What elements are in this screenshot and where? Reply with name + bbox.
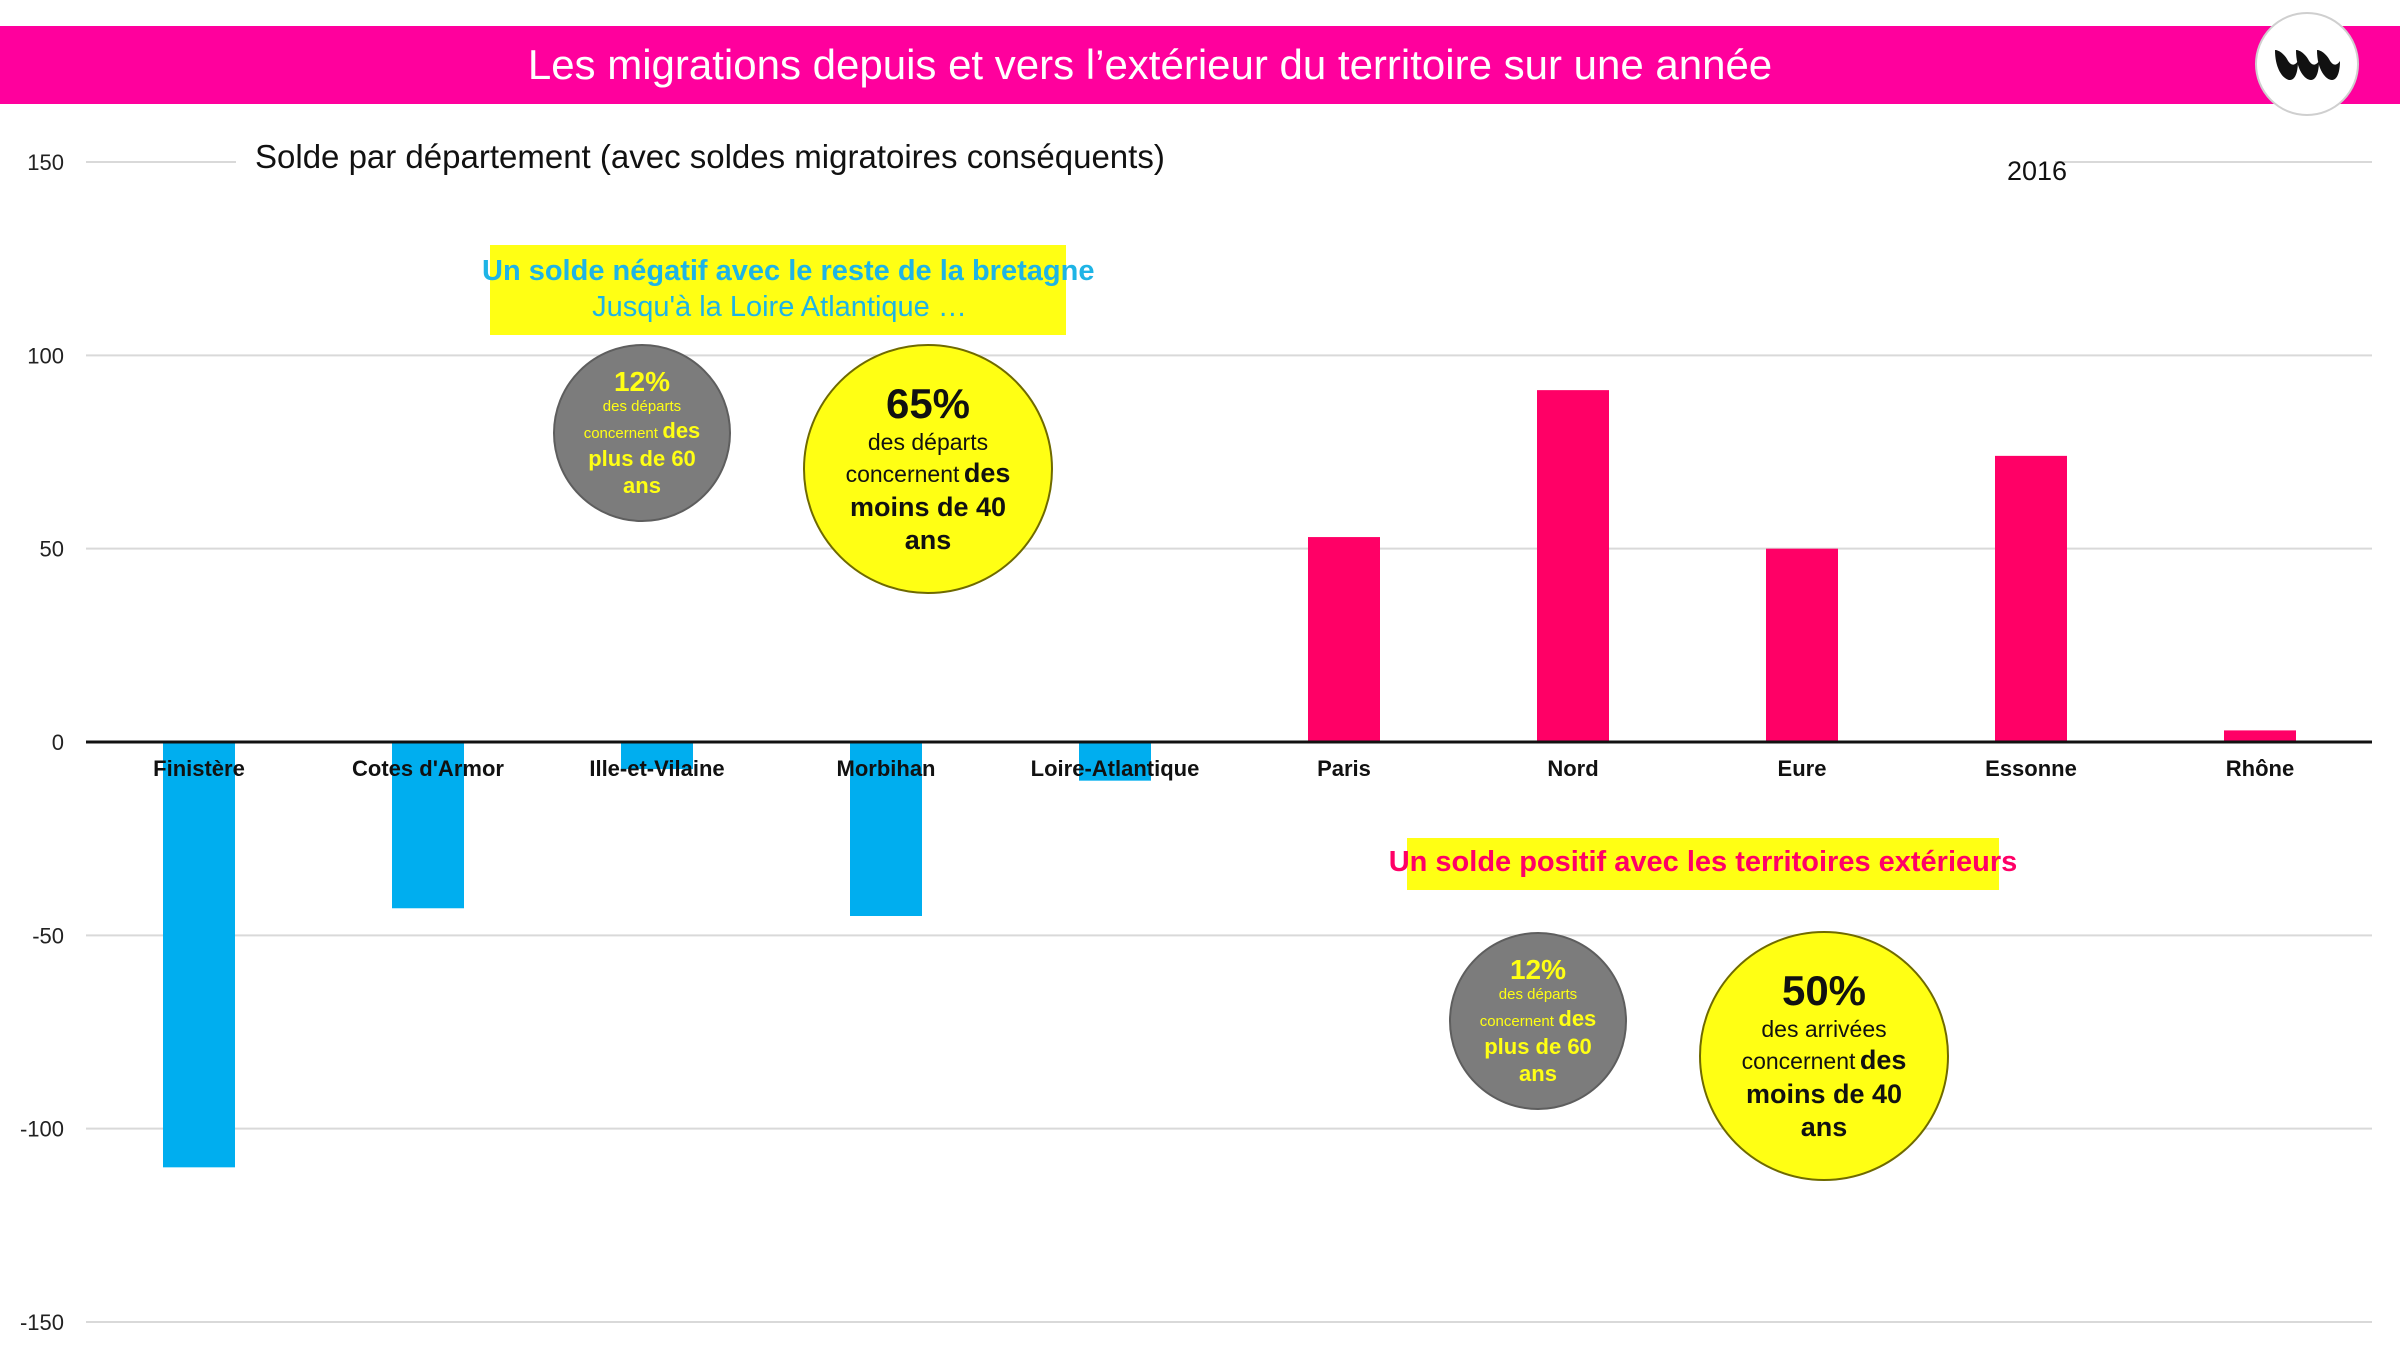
positive-annotation-line1: Un solde positif avec les territoires ex… <box>1388 846 2018 878</box>
y-tick-label: 50 <box>40 537 64 562</box>
bubble-percent: 50% <box>1781 967 1867 1014</box>
bubble-text-bold: des <box>963 457 1011 488</box>
y-tick-label: -50 <box>32 923 64 948</box>
bubble-text-bold: ans <box>1800 1112 1848 1143</box>
positive-annotation-box <box>1407 838 1999 890</box>
negative-annotation-box <box>490 245 1066 335</box>
bar <box>1766 548 1838 742</box>
x-tick-label: Ille-et-Vilaine <box>589 756 724 781</box>
y-tick-label: -100 <box>20 1117 64 1142</box>
y-tick-label: 0 <box>52 730 64 755</box>
bar <box>1537 390 1609 742</box>
x-tick-label: Paris <box>1317 756 1371 781</box>
title-banner: Les migrations depuis et vers l’extérieu… <box>0 26 2400 104</box>
bubble-text-bold: plus de 60 <box>588 445 696 471</box>
stat-bubble-over-60-departures-bottom: 12% des départs concernent des plus de 6… <box>1449 932 1627 1110</box>
x-tick-label: Essonne <box>1985 756 2077 781</box>
bar <box>392 742 464 909</box>
bubble-text-bold: ans <box>904 525 952 556</box>
stat-bubble-under-40-departures: 65% des départs concernent des moins de … <box>803 344 1053 594</box>
page-title: Les migrations depuis et vers l’extérieu… <box>527 41 1773 88</box>
y-tick-label: 150 <box>27 150 64 175</box>
negative-annotation-line1: Un solde négatif avec le reste de la bre… <box>482 255 1095 287</box>
bubble-text: concernent <box>583 425 658 443</box>
bubble-text-row: concernent des <box>584 417 701 445</box>
stat-bubble-under-40-arrivals: 50% des arrivées concernent des moins de… <box>1699 931 1949 1181</box>
bar <box>2224 730 2296 742</box>
x-tick-label: Loire-Atlantique <box>1031 756 1200 781</box>
x-tick-label: Nord <box>1547 756 1598 781</box>
y-tick-label: 100 <box>27 343 64 368</box>
bubble-percent: 12% <box>613 366 671 398</box>
bubble-text-bold: moins de 40 <box>849 491 1007 522</box>
stat-bubble-over-60-departures: 12% des départs concernent des plus de 6… <box>553 344 731 522</box>
y-tick-label: -150 <box>20 1310 64 1335</box>
bubble-text: concernent <box>1479 1013 1554 1031</box>
bar <box>163 742 235 1168</box>
chart-year: 2016 <box>2007 156 2068 186</box>
bubble-text: des départs <box>602 398 682 416</box>
bubble-text-row: concernent des <box>1480 1005 1597 1033</box>
x-tick-label: Cotes d'Armor <box>352 756 504 781</box>
bubble-percent: 12% <box>1509 954 1567 986</box>
bar <box>1995 455 2067 742</box>
x-tick-label: Eure <box>1778 756 1827 781</box>
bubble-text: concernent <box>845 460 960 487</box>
bubble-text-row: concernent des <box>1742 1044 1907 1078</box>
bubble-text-row: concernent des <box>846 457 1011 491</box>
bubble-text-bold: des <box>1558 1006 1597 1032</box>
bubble-text-bold: ans <box>1519 1061 1557 1087</box>
x-tick-label: Morbihan <box>837 756 936 781</box>
bar <box>1079 742 1151 781</box>
chart-title: Solde par département (avec soldes migra… <box>255 138 1165 175</box>
bubble-text: des arrivées <box>1761 1016 1887 1042</box>
waves-logo-icon <box>2255 12 2359 116</box>
bar <box>850 742 922 916</box>
x-tick-label: Rhône <box>2226 756 2294 781</box>
bubble-text-bold: des <box>662 418 701 444</box>
bubble-text: des départs <box>867 429 989 455</box>
x-tick-label: Finistère <box>153 756 245 781</box>
waves-logo-svg <box>2275 50 2340 80</box>
bubble-text-bold: plus de 60 <box>1484 1033 1592 1059</box>
bubble-percent: 65% <box>885 380 971 427</box>
negative-annotation-line2: Jusqu'à la Loire Atlantique … <box>592 291 967 323</box>
bubble-text: des départs <box>1498 986 1578 1004</box>
bubble-text: concernent <box>1741 1047 1856 1074</box>
bar <box>1308 537 1380 742</box>
bar <box>621 742 693 770</box>
bubble-text-bold: ans <box>623 473 661 499</box>
bubble-text-bold: moins de 40 <box>1745 1078 1903 1109</box>
bubble-text-bold: des <box>1859 1044 1907 1075</box>
